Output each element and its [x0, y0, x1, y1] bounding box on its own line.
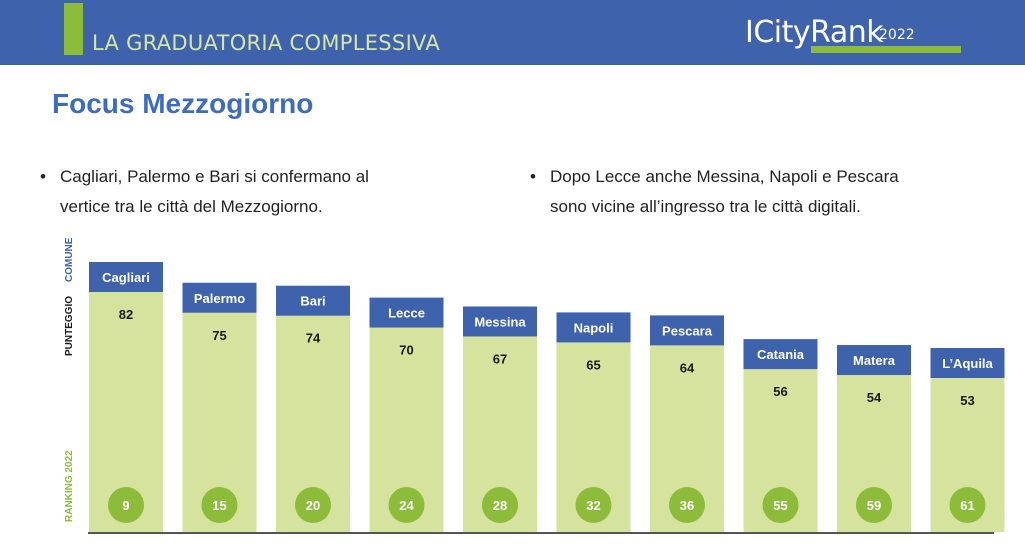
section-title: LA GRADUATORIA COMPLESSIVA [92, 31, 441, 55]
rank-label: 61 [960, 498, 974, 513]
rank-label: 32 [586, 498, 600, 513]
bullet-1-line-2: vertice tra le città del Mezzogiorno. [60, 197, 323, 216]
rank-circle [762, 487, 799, 523]
rank-circle [388, 487, 425, 523]
chart-baseline [88, 532, 994, 534]
value-label: 56 [773, 384, 787, 399]
value-label: 74 [306, 331, 321, 346]
rank-label: 59 [867, 498, 881, 513]
bullet-2-line-1: Dopo Lecce anche Messina, Napoli e Pesca… [550, 167, 899, 186]
rank-label: 20 [306, 498, 320, 513]
bullet-point-2: • Dopo Lecce anche Messina, Napoli e Pes… [530, 162, 970, 222]
value-label: 82 [119, 307, 133, 322]
rank-circle [108, 487, 144, 523]
bar-label-box [743, 339, 818, 370]
rank-label: 28 [493, 498, 507, 513]
value-label: 75 [212, 328, 226, 343]
value-label: 64 [680, 360, 695, 375]
category-label: Palermo [194, 291, 245, 306]
category-label: Bari [300, 294, 325, 309]
rank-circle [482, 487, 518, 523]
value-label: 70 [399, 343, 413, 358]
value-label: 53 [960, 393, 974, 408]
brand-logo-text: ICityRank [745, 15, 884, 50]
category-label: Messina [474, 314, 526, 329]
bar-label-box [650, 315, 724, 346]
brand-underline [811, 46, 961, 53]
brand-year: 2022 [879, 27, 915, 43]
bar-label-box [276, 285, 350, 316]
rank-label: 24 [399, 498, 414, 513]
bar-label-box [182, 282, 257, 313]
rank-label: 55 [773, 498, 787, 513]
rank-circle [295, 487, 331, 523]
rank-label: 36 [680, 498, 694, 513]
category-label: Lecce [388, 306, 425, 321]
bullet-point-1: • Cagliari, Palermo e Bari si confermano… [40, 162, 480, 222]
bar-label-box [930, 348, 1005, 378]
category-label: L’Aquila [942, 356, 993, 371]
bar-label-box [463, 306, 537, 337]
category-label: Cagliari [102, 270, 150, 285]
bullet-1-line-1: Cagliari, Palermo e Bari si confermano a… [60, 167, 369, 186]
category-label: Napoli [574, 320, 614, 335]
header-bar: LA GRADUATORIA COMPLESSIVA ICityRank 202… [0, 0, 1025, 65]
rank-circle [669, 487, 705, 523]
rank-label: 9 [122, 498, 129, 513]
rank-circle [949, 487, 986, 523]
rank-circle [856, 487, 892, 523]
rank-circle [575, 487, 612, 523]
bar-label-box [556, 312, 631, 343]
header-accent-stripe [64, 3, 83, 55]
bullet-2-line-2: sono vicine all’ingresso tra le città di… [550, 197, 861, 216]
rank-label: 15 [212, 498, 226, 513]
bullet-dot: • [530, 167, 536, 186]
bar-label-box [89, 262, 163, 292]
category-label: Catania [757, 347, 805, 362]
bar-label-box [837, 345, 911, 376]
category-label: Pescara [662, 323, 713, 338]
page-title: Focus Mezzogiorno [52, 88, 314, 119]
bar-label-box [369, 297, 444, 328]
category-label: Matera [853, 353, 896, 368]
value-label: 65 [586, 357, 600, 372]
bullet-dot: • [40, 167, 46, 186]
value-label: 54 [867, 390, 882, 405]
value-label: 67 [493, 351, 507, 366]
rank-circle [201, 487, 238, 523]
